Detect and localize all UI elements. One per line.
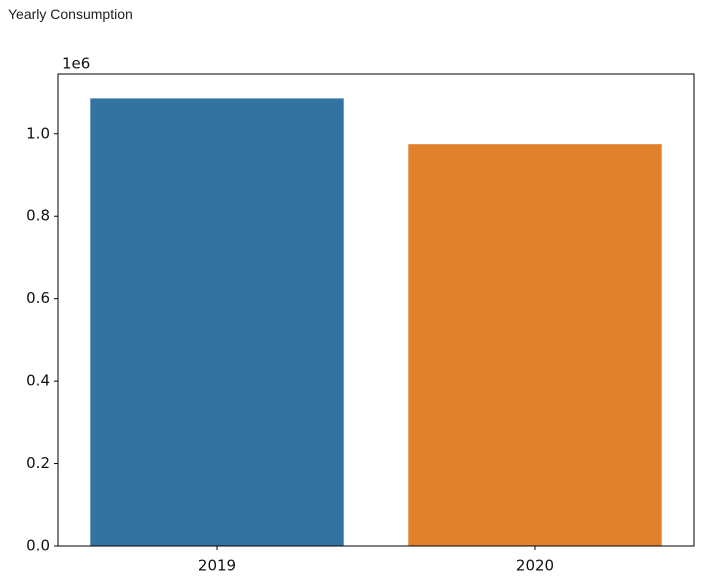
y-tick-label: 0.0 [26,537,50,555]
bar [407,143,663,547]
bar [89,97,345,547]
y-offset-label: 1e6 [62,55,90,73]
y-tick-label: 0.2 [26,454,50,472]
x-tick-label: 2019 [198,557,236,575]
y-tick-label: 0.8 [26,207,50,225]
plot-frame [57,73,695,547]
x-tick-label: 2020 [516,557,554,575]
page-title: Yearly Consumption [8,6,133,22]
y-tick-label: 0.6 [26,289,50,307]
y-tick-label: 0.4 [26,372,50,390]
y-tick-label: 1.0 [26,124,50,142]
